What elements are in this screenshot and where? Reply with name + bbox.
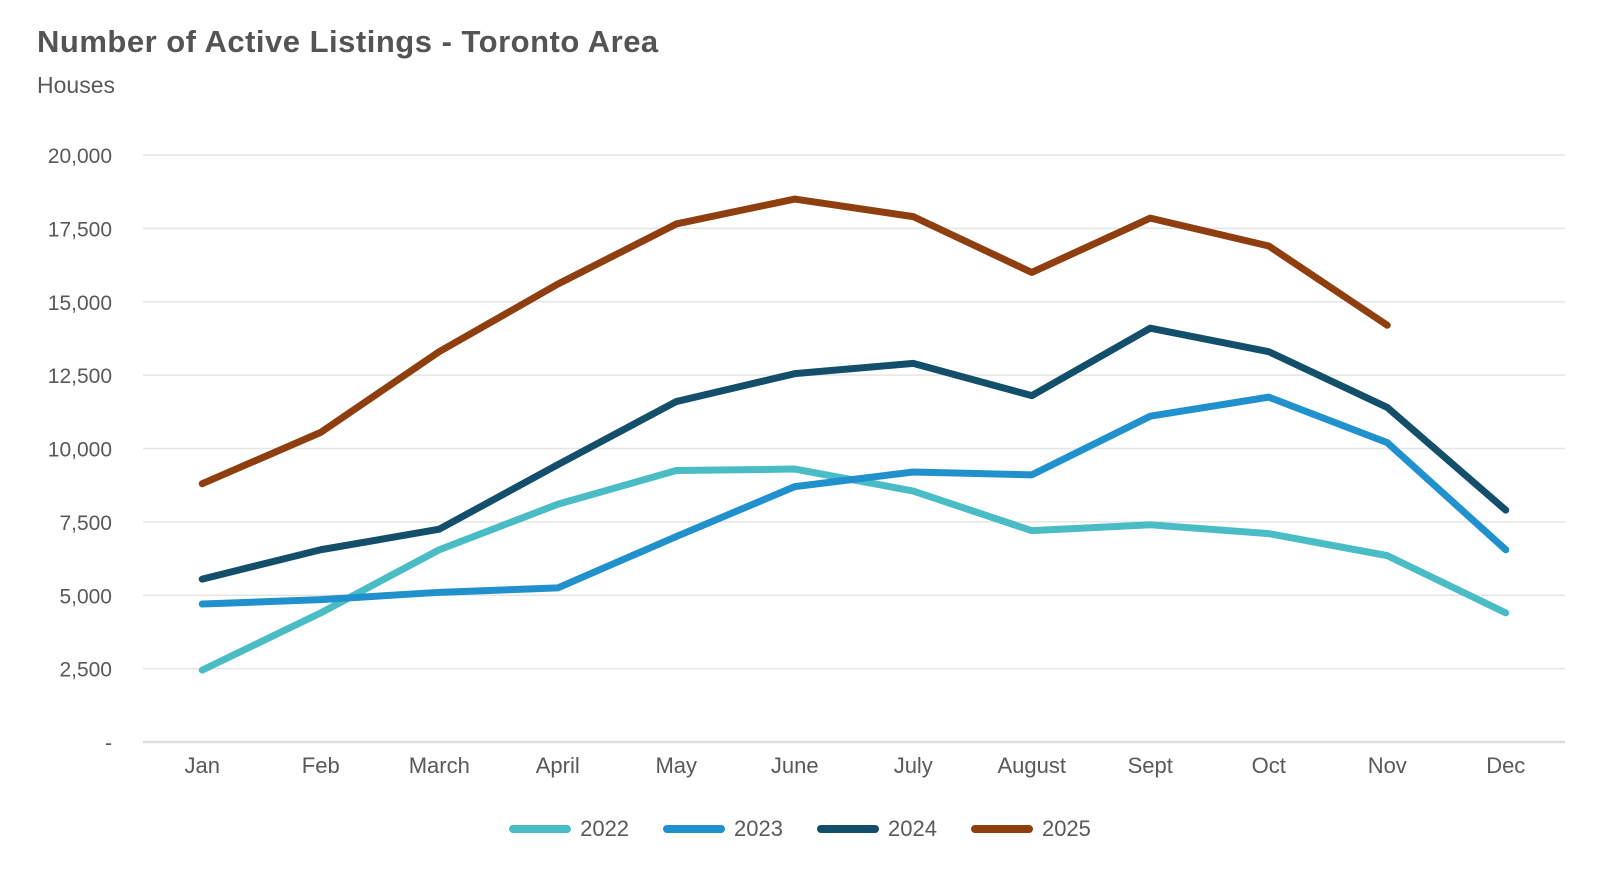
series-line-2023: [198, 393, 1510, 608]
chart-subtitle: Houses: [37, 71, 115, 98]
y-tick-label: 7,500: [59, 512, 112, 535]
series-line-2022: [198, 465, 1510, 674]
legend-item-2025: 2025: [970, 816, 1091, 842]
x-tick-label: Jan: [185, 753, 220, 778]
y-tick-label: 2,500: [59, 659, 112, 682]
legend-item-2024: 2024: [817, 816, 937, 842]
series-line-2024: [198, 324, 1510, 583]
series-line-2025: [198, 195, 1391, 488]
x-tick-label: Sept: [1128, 753, 1173, 778]
legend-label-2024: 2024: [888, 816, 937, 841]
x-tick-label: Dec: [1486, 753, 1525, 778]
chart-title: Number of Active Listings - Toronto Area: [37, 24, 659, 59]
x-tick-label: Oct: [1252, 753, 1286, 778]
y-tick-label: -: [105, 732, 112, 755]
x-tick-label: August: [998, 753, 1067, 778]
y-tick-label: 10,000: [48, 439, 112, 462]
x-tick-label: July: [894, 753, 933, 778]
legend-swatch-2022: [509, 825, 572, 833]
legend-label-2023: 2023: [734, 816, 783, 841]
legend-label-2022: 2022: [580, 816, 630, 841]
y-tick-label: 5,000: [59, 585, 112, 608]
legend-swatch-2025: [970, 825, 1033, 833]
x-tick-label: Nov: [1368, 753, 1407, 778]
y-tick-label: 17,500: [48, 218, 112, 241]
legend-item-2023: 2023: [663, 816, 783, 842]
x-tick-label: May: [655, 753, 697, 778]
y-tick-label: 12,500: [48, 365, 112, 388]
x-tick-label: Feb: [302, 753, 340, 778]
chart-header: Number of Active Listings - Toronto Area…: [37, 24, 659, 99]
chart-legend: 2022 2023 2024 2025: [0, 813, 1600, 845]
x-tick-label: March: [409, 753, 470, 778]
legend-swatch-2024: [817, 825, 879, 833]
legend-item-2022: 2022: [509, 816, 629, 842]
legend-label-2025: 2025: [1041, 816, 1091, 841]
x-tick-label: June: [771, 753, 819, 778]
x-tick-label: April: [536, 753, 580, 778]
y-tick-label: 20,000: [48, 145, 112, 168]
y-tick-label: 15,000: [48, 292, 112, 315]
legend-swatch-2023: [663, 825, 726, 833]
